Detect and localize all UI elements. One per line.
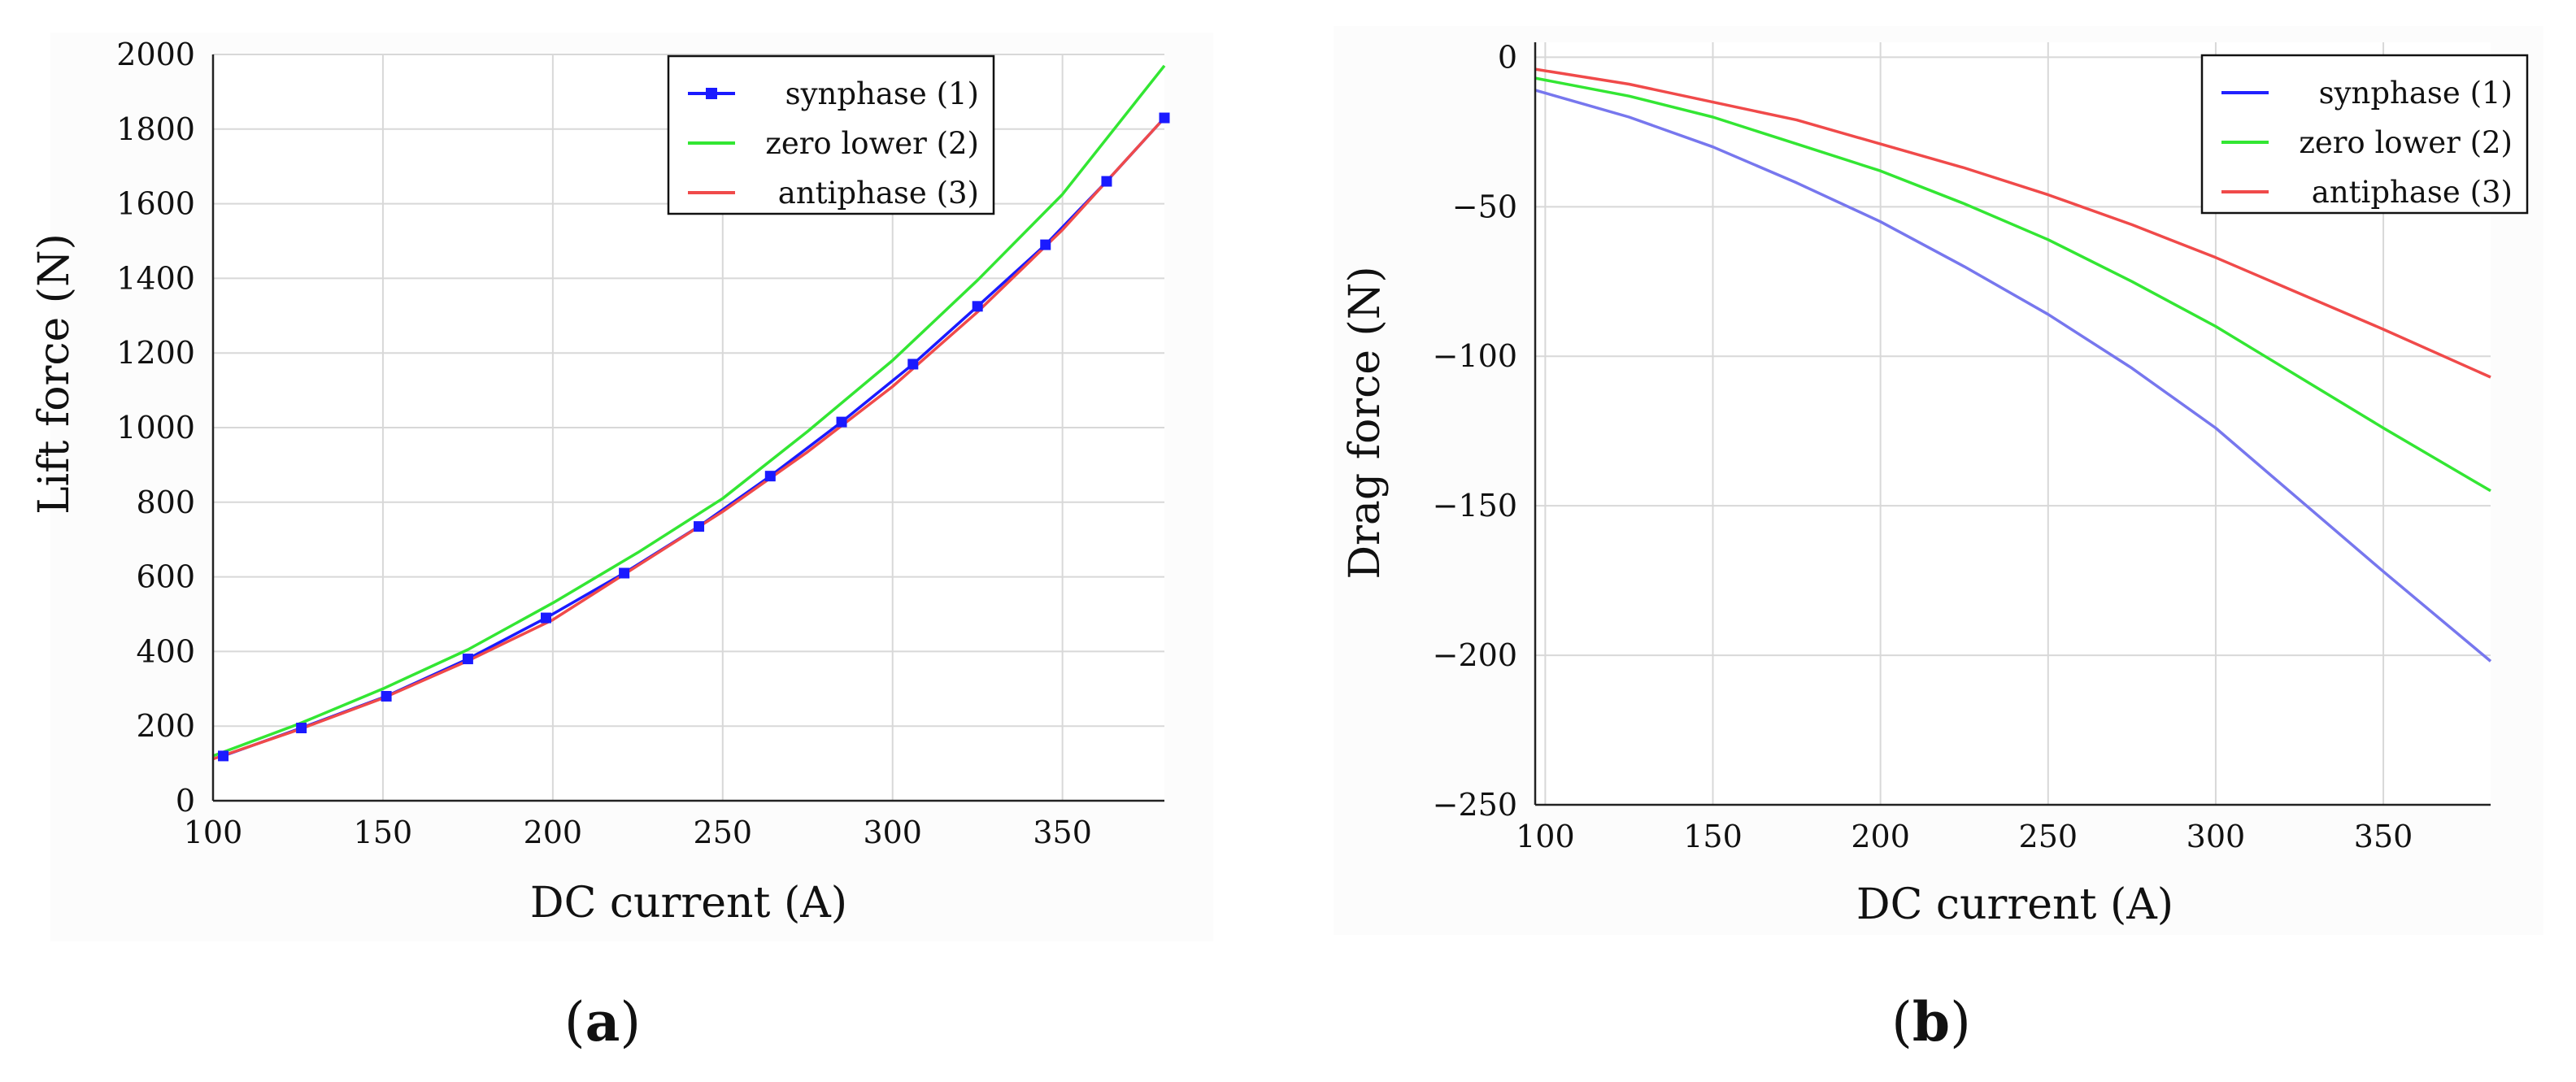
panel-b-series-line-2	[1534, 76, 2491, 493]
panel-a-y-tick-label: 1600	[116, 186, 195, 222]
panel-b-y-tick-labels: 0 −50 −100 −150 −200 −250	[1433, 39, 1517, 823]
panel-a-x-axis-label: DC current (A)	[530, 879, 847, 928]
panel-a-y-tick-label: 1000	[116, 410, 195, 445]
panel-b-x-tick-label: 300	[2187, 819, 2246, 854]
panel-b-drag-force-chart: 100 150 200 250 300 350 0−50−100−150−200−250 …	[1334, 26, 2543, 1054]
panel-a-legend-label-1: synphase (1)	[785, 76, 979, 111]
panel-a-y-tick-labels: 0 200 400 600 800 1000 1200 1400 1600 1800 2000	[116, 37, 195, 819]
panel-a-axes	[211, 54, 1164, 802]
panel-a-x-tick-label: 200	[524, 815, 583, 850]
panel-a-x-tick-label: 100	[184, 815, 243, 850]
panel-a-series-1-marker	[1040, 239, 1051, 250]
panel-a-x-tick-label: 350	[1033, 815, 1092, 850]
panel-b-y-axis-label: Drag force (N)	[1341, 266, 1390, 579]
panel-a-series-1-marker	[462, 654, 473, 665]
panel-a-x-tick-label: 150	[354, 815, 413, 850]
panel-a-series-1-marker	[541, 612, 551, 624]
panel-a-series-1-marker	[972, 301, 983, 312]
panel-b-letter: b	[1912, 990, 1950, 1054]
panel-a-letter: a	[585, 990, 620, 1054]
panel-b-legend-box	[2200, 54, 2529, 215]
panel-a-x-tick-label: 300	[863, 815, 922, 850]
panel-b-y-tick-label: −250	[1433, 787, 1517, 823]
panel-b-x-tick-label: 250	[2019, 819, 2078, 854]
panel-b-y-tick-label: −100	[1433, 338, 1517, 374]
panel-b-y-tick-label: −50	[1452, 189, 1517, 224]
panel-a-y-tick-label: 200	[136, 708, 195, 744]
panel-b-x-tick-labels: 100 150 200 250 300 350	[1516, 819, 2413, 854]
panel-b-x-tick-label: 150	[1683, 819, 1743, 854]
panel-a-series-line-3	[212, 116, 1166, 761]
panel-a-y-tick-label: 1400	[116, 260, 195, 296]
panel-a-legend-marker-1	[706, 88, 717, 99]
panel-a-series-1-marker	[836, 416, 847, 428]
panel-a-y-tick-label: 600	[136, 559, 195, 595]
panel-a-y-tick-label: 1200	[116, 335, 195, 371]
panel-a-series-1-marker	[619, 567, 630, 579]
panel-b-x-tick-label: 350	[2354, 819, 2413, 854]
panel-b-x-axis-label: DC current (A)	[1856, 880, 2174, 929]
panel-a-series-1-marker	[218, 750, 229, 762]
panel-a-y-axis-label: Lift force (N)	[30, 233, 79, 515]
panel-b-x-tick-label: 100	[1516, 819, 1575, 854]
panel-a-series-1-marker	[296, 722, 307, 733]
panel-a-x-tick-label: 250	[694, 815, 753, 850]
panel-a-series-1-marker	[694, 521, 705, 532]
panel-a-y-tick-label: 800	[136, 485, 195, 520]
panel-a-series-1-marker	[1159, 112, 1170, 124]
panel-b-y-tick-label: 0	[1498, 39, 1517, 75]
panel-b-legend-label-2: zero lower (2)	[2299, 125, 2513, 160]
panel-b-series-line-3	[1534, 67, 2491, 379]
panel-b-legend: synphase (1) zero lower (2) antiphase (3)	[2200, 54, 2529, 215]
panel-a-legend-label-2: zero lower (2)	[765, 126, 979, 161]
panel-b-y-tick-label: −150	[1433, 488, 1517, 524]
panel-a-series-1-marker	[907, 358, 919, 370]
panel-a-y-tick-label: 2000	[116, 37, 195, 72]
panel-b-legend-label-3: antiphase (3)	[2312, 175, 2513, 210]
panel-a-legend-label-3: antiphase (3)	[778, 176, 979, 211]
panel-b-y-tick-label: −200	[1433, 637, 1517, 673]
panel-a-legend: synphase (1) zero lower (2) antiphase (3)	[667, 54, 995, 215]
panel-a-series-1-marker	[1101, 176, 1112, 187]
panel-a-y-tick-label: 400	[136, 633, 195, 669]
panel-b-series-group	[1534, 67, 2492, 663]
panel-b-series-line-1	[1534, 89, 2492, 663]
panel-a-series-1-marker	[764, 471, 776, 482]
panel-a-x-tick-labels: 100 150 200 250 300 350	[184, 815, 1092, 850]
panel-a-y-tick-label: 1800	[116, 111, 195, 147]
panel-b-axes	[1534, 42, 2491, 806]
panel-b-label: (b)	[1891, 990, 1971, 1054]
panel-a-legend-box	[667, 54, 995, 215]
panel-a-series-1-marker	[381, 690, 392, 702]
panel-a-series-group	[212, 64, 1170, 762]
panel-a-series-line-2	[212, 64, 1166, 758]
panel-b-legend-label-1: synphase (1)	[2319, 76, 2513, 111]
panel-a-y-tick-label: 0	[176, 783, 195, 819]
panel-b-x-tick-label: 200	[1851, 819, 1910, 854]
panel-a-label: (a)	[564, 990, 641, 1054]
panel-a-lift-force-chart: 100 150 200 250 300 350 0 200 400 600 800 1000 1200…	[30, 33, 1213, 1054]
